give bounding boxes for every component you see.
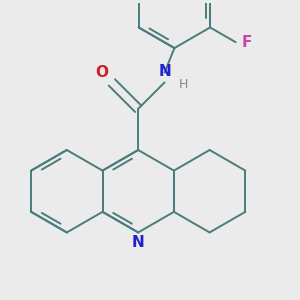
Text: N: N (158, 64, 171, 80)
Text: H: H (178, 78, 188, 91)
Text: F: F (242, 35, 252, 50)
Text: O: O (95, 65, 109, 80)
Text: N: N (132, 236, 145, 250)
